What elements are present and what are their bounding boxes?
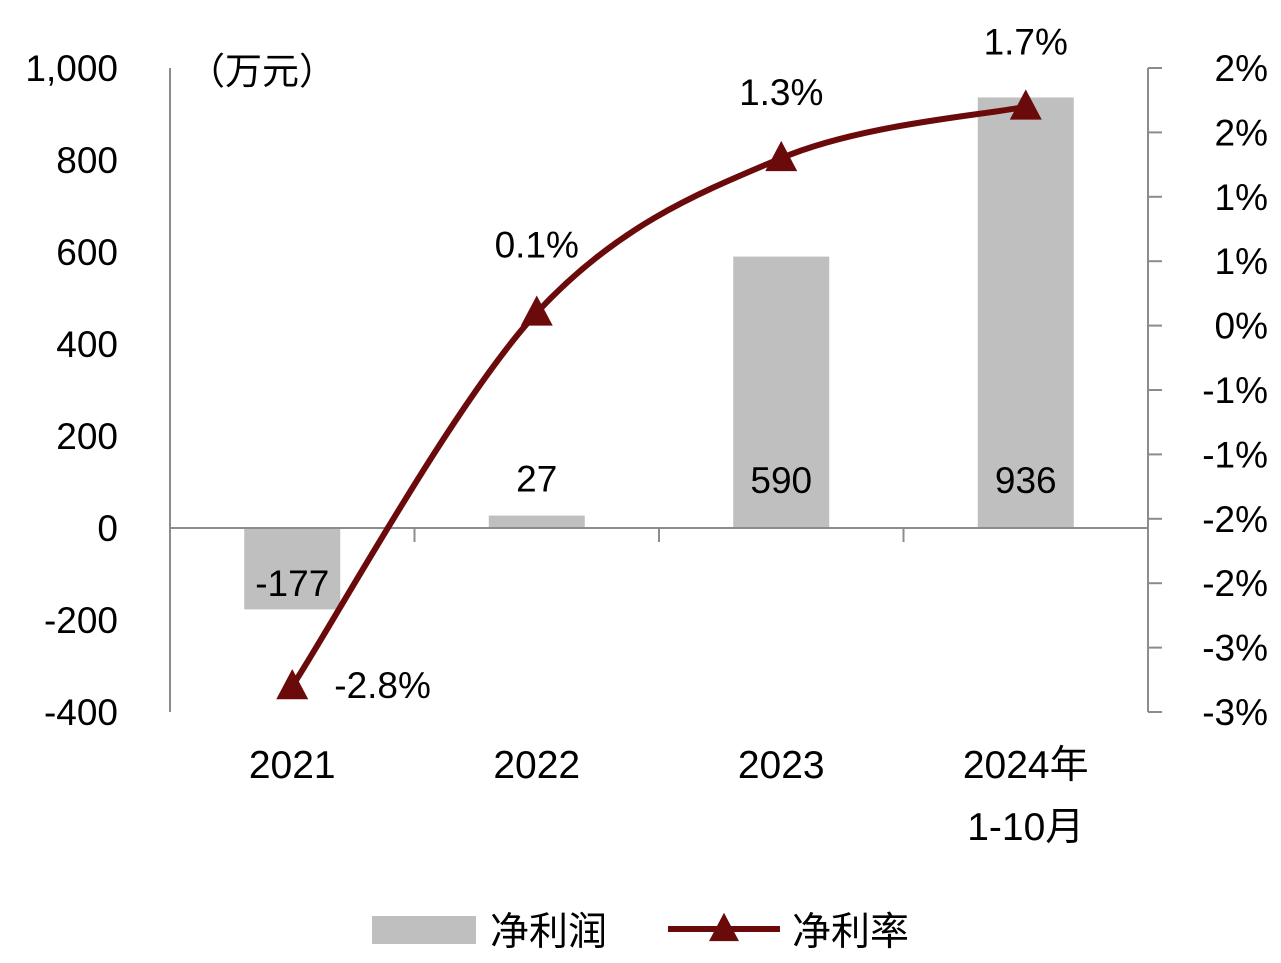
- x-axis-category-label: 2024年: [963, 744, 1089, 787]
- x-axis-category-label: 2023: [738, 744, 825, 787]
- legend-net-profit-swatch: [372, 916, 476, 944]
- legend: 净利润 净利率: [372, 911, 909, 954]
- net-margin-marker: [1009, 89, 1042, 120]
- left-axis-unit-label: （万元）: [188, 51, 336, 92]
- left-axis-tick-label: 400: [56, 324, 118, 365]
- left-axis-tick-label: 1,000: [25, 48, 118, 89]
- net-margin-marker: [765, 140, 798, 172]
- bars-layer: [244, 97, 1074, 610]
- left-axis-tick-label: 200: [56, 416, 118, 457]
- left-axis-tick-label: -200: [44, 600, 118, 641]
- data-labels-layer: -177 27 590 936 -2.8% 0.1% 1.3% 1.7%: [255, 22, 1068, 707]
- zero-baseline-layer: [169, 527, 1149, 542]
- right-axis-tick-label: 2%: [1215, 48, 1268, 89]
- right-axis-tick-label: 0%: [1215, 306, 1268, 347]
- net-profit-data-label: 27: [516, 459, 557, 500]
- right-axis-tick-label: 1%: [1215, 177, 1268, 218]
- legend-net-margin-marker: [709, 912, 739, 942]
- net-margin-line: [289, 103, 1027, 688]
- net-margin-data-label: 0.1%: [495, 225, 579, 266]
- net-margin-data-label: 1.3%: [739, 72, 823, 113]
- axes-layer: 1,000 800 600 400 200 0 -200 -400 2% 2% 1% 1% 0% -1% -…: [25, 48, 1268, 849]
- left-axis-tick-label: 0: [97, 508, 118, 549]
- net-margin-data-label: -2.8%: [334, 665, 431, 706]
- right-axis-tick-label: -2%: [1202, 563, 1268, 604]
- right-axis-tick-label: -1%: [1202, 370, 1268, 411]
- x-axis-category-label: 2021: [249, 744, 336, 787]
- net-profit-bar: [244, 528, 341, 610]
- left-axis-tick-label: 800: [56, 140, 118, 181]
- x-axis-category-label: 1-10月: [967, 806, 1084, 849]
- right-axis-tick-label: -2%: [1202, 499, 1268, 540]
- net-profit-bar: [733, 256, 830, 528]
- net-margin-line-layer: [276, 89, 1042, 700]
- left-axis-tick-label: 600: [56, 232, 118, 273]
- net-profit-data-label: 936: [995, 460, 1057, 501]
- net-margin-marker: [520, 295, 553, 326]
- right-axis-tick-label: 2%: [1215, 112, 1268, 153]
- right-axis-tick-label: -3%: [1202, 692, 1268, 733]
- right-axis-tick-label: -1%: [1202, 434, 1268, 475]
- net-margin-data-label: 1.7%: [984, 22, 1068, 63]
- right-axis-tick-label: 1%: [1215, 241, 1268, 282]
- net-profit-bar: [488, 515, 585, 528]
- legend-net-profit-label: 净利润: [490, 911, 607, 954]
- net-profit-bar: [977, 97, 1074, 528]
- net-profit-data-label: -177: [255, 563, 329, 604]
- x-axis-category-label: 2022: [493, 744, 580, 787]
- net-margin-marker: [276, 668, 309, 700]
- right-axis-tick-label: -3%: [1202, 628, 1268, 669]
- left-axis-tick-label: -400: [44, 692, 118, 733]
- legend-net-margin-label: 净利率: [792, 911, 909, 954]
- net-profit-data-label: 590: [750, 460, 812, 501]
